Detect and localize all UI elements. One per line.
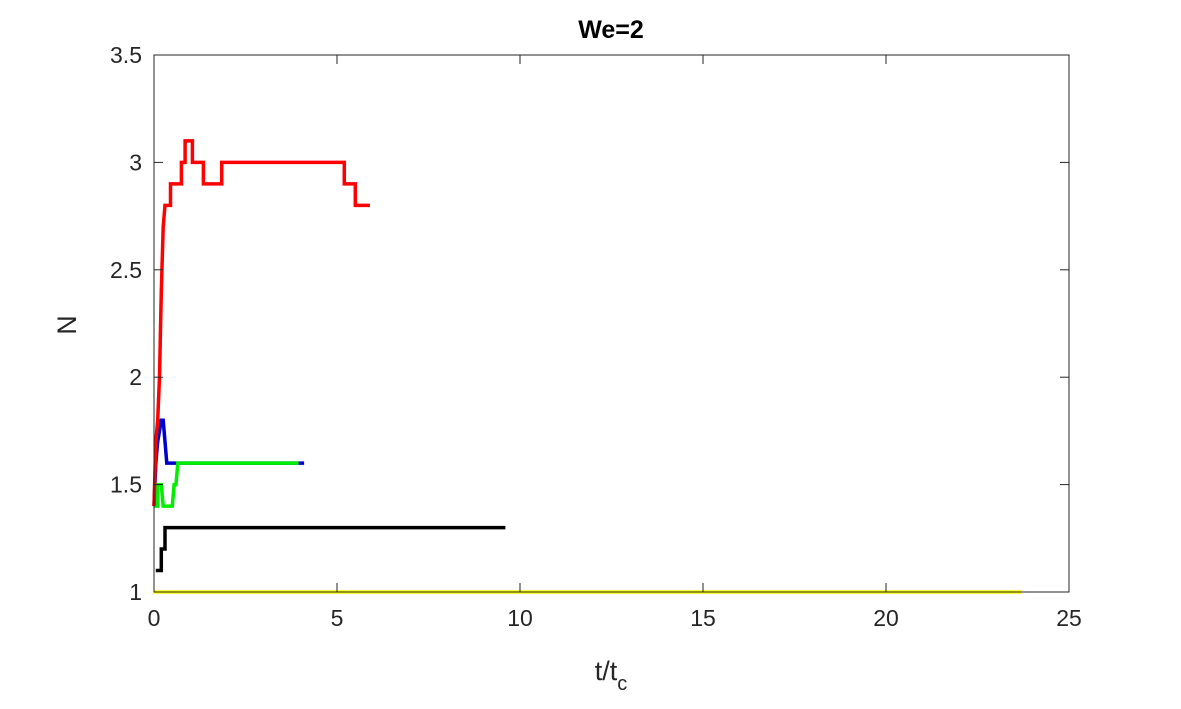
x-axis-ticks: 0 5 10 15 20 25 <box>148 55 1082 631</box>
x-tick-label: 20 <box>873 605 899 631</box>
plot-frame <box>153 54 1070 593</box>
y-tick-label: 1.5 <box>110 472 142 498</box>
y-tick-label: 2 <box>129 364 142 390</box>
x-axis-label-subscript: c <box>617 673 627 695</box>
x-axis-label: t/tc <box>595 656 628 695</box>
chart-title: We=2 <box>578 16 644 44</box>
y-tick-label: 1 <box>129 579 142 605</box>
x-tick-label: 0 <box>148 605 161 631</box>
x-tick-label: 10 <box>507 605 533 631</box>
series-line-2 <box>155 525 506 573</box>
y-tick-label: 3 <box>129 149 142 175</box>
x-tick-label: 15 <box>690 605 716 631</box>
y-axis-ticks: 1 1.5 2 2.5 3 3.5 <box>110 42 1069 605</box>
y-axis-label: N <box>52 315 82 335</box>
series-layer <box>152 139 1022 594</box>
x-tick-label: 5 <box>331 605 344 631</box>
y-tick-label: 3.5 <box>110 42 142 68</box>
series-line-4 <box>154 461 299 508</box>
x-tick-label: 25 <box>1056 605 1082 631</box>
x-axis-label-main: t/t <box>595 656 618 686</box>
series-line-5 <box>152 139 370 507</box>
y-tick-label: 2.5 <box>110 257 142 283</box>
